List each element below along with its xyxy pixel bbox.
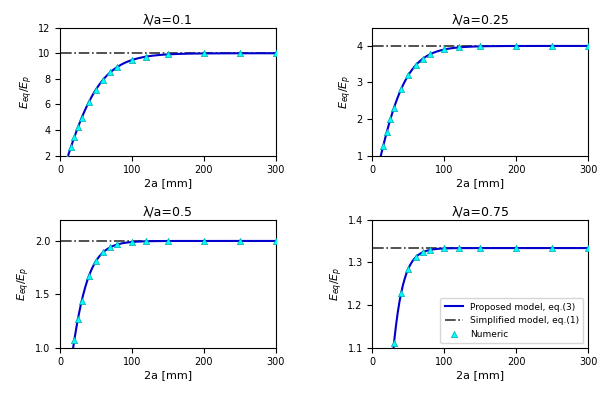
Point <box>511 245 521 251</box>
Point <box>425 247 435 253</box>
Point <box>163 238 173 244</box>
Point <box>511 43 521 49</box>
Point <box>475 245 485 251</box>
Point <box>418 249 428 256</box>
Point <box>106 244 115 250</box>
Point <box>379 143 388 149</box>
Point <box>454 44 463 51</box>
Point <box>389 104 399 111</box>
Point <box>411 62 421 69</box>
Point <box>199 50 208 56</box>
Point <box>142 53 151 60</box>
X-axis label: 2a [mm]: 2a [mm] <box>143 178 192 188</box>
Point <box>73 316 83 322</box>
Point <box>404 265 413 272</box>
X-axis label: 2a [mm]: 2a [mm] <box>143 370 192 380</box>
Point <box>91 258 101 264</box>
Point <box>397 86 406 92</box>
Point <box>583 245 593 251</box>
Y-axis label: $E_{eq}/E_p$: $E_{eq}/E_p$ <box>19 74 35 109</box>
Point <box>404 72 413 78</box>
Point <box>98 249 108 256</box>
Point <box>418 56 428 62</box>
Legend: Proposed model, eq.(3), Simplified model, eq.(1), Numeric: Proposed model, eq.(3), Simplified model… <box>440 298 583 343</box>
Point <box>271 238 280 244</box>
Point <box>113 64 122 70</box>
Point <box>66 361 76 367</box>
Point <box>59 167 68 173</box>
Point <box>440 46 449 53</box>
Point <box>411 254 421 261</box>
Point <box>70 134 79 140</box>
Point <box>235 50 244 56</box>
Point <box>127 239 137 245</box>
Point <box>84 99 94 105</box>
Point <box>547 43 557 49</box>
Point <box>73 124 83 130</box>
Point <box>113 241 122 248</box>
Point <box>583 43 593 49</box>
Point <box>77 298 86 305</box>
Point <box>199 238 208 244</box>
Point <box>386 380 395 387</box>
Point <box>142 238 151 245</box>
Point <box>371 173 381 179</box>
Title: λ/a=0.1: λ/a=0.1 <box>143 13 193 26</box>
X-axis label: 2a [mm]: 2a [mm] <box>456 370 505 380</box>
Y-axis label: $E_{eq}/E_p$: $E_{eq}/E_p$ <box>328 266 344 301</box>
Point <box>70 337 79 343</box>
Point <box>425 51 435 58</box>
Point <box>235 238 244 244</box>
Point <box>84 273 94 280</box>
Point <box>382 128 392 135</box>
Point <box>163 51 173 58</box>
Point <box>547 245 557 251</box>
Point <box>440 245 449 252</box>
Point <box>66 144 76 150</box>
Point <box>389 340 399 346</box>
Title: λ/a=0.25: λ/a=0.25 <box>451 13 509 26</box>
Point <box>106 69 115 75</box>
Title: λ/a=0.75: λ/a=0.75 <box>451 205 509 218</box>
Point <box>77 115 86 121</box>
Point <box>475 43 485 49</box>
Point <box>454 245 463 251</box>
Title: λ/a=0.5: λ/a=0.5 <box>143 205 193 218</box>
Point <box>98 77 108 83</box>
Point <box>271 50 280 56</box>
Point <box>127 57 137 63</box>
Point <box>386 116 395 122</box>
Point <box>397 290 406 296</box>
X-axis label: 2a [mm]: 2a [mm] <box>456 178 505 188</box>
Point <box>91 87 101 93</box>
Y-axis label: $E_{eq}/E_p$: $E_{eq}/E_p$ <box>16 266 32 301</box>
Point <box>62 389 72 395</box>
Y-axis label: $E_{eq}/E_p$: $E_{eq}/E_p$ <box>337 74 354 109</box>
Point <box>62 155 72 162</box>
Point <box>375 157 385 164</box>
